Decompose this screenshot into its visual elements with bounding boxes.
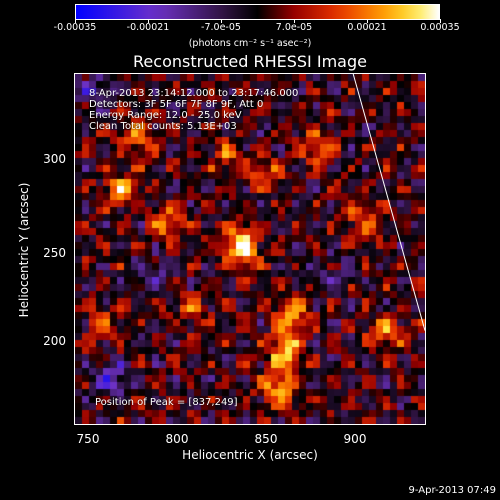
colorbar-tick-label: 0.00035: [420, 22, 460, 33]
x-tick-label: 900: [343, 432, 367, 446]
info-time-range: 8-Apr-2013 23:14:12.000 to 23:17:46.000: [89, 88, 299, 99]
solar-limb-line: [352, 74, 425, 331]
x-tick-label: 800: [165, 432, 189, 446]
colorbar-tick-label: -7.0e-05: [201, 22, 241, 33]
info-peak-position: Position of Peak = [837,249]: [95, 397, 238, 408]
y-axis-label: Heliocentric Y (arcsec): [17, 182, 31, 318]
colorbar-tick-mark: [75, 19, 76, 23]
heatmap-canvas: [75, 74, 425, 424]
info-method: Clean Total counts: 5.13E+03: [89, 121, 237, 132]
colorbar-units-label: (photons cm⁻² s⁻¹ asec⁻²): [188, 38, 312, 49]
x-tick-label: 850: [254, 432, 278, 446]
colorbar: [75, 4, 440, 20]
heatmap-plot: 8-Apr-2013 23:14:12.000 to 23:17:46.000 …: [74, 73, 426, 425]
colorbar-tick-mark: [148, 19, 149, 23]
colorbar-tick-mark: [440, 19, 441, 23]
x-tick-label: 750: [76, 432, 100, 446]
colorbar-tick-mark: [294, 19, 295, 23]
colorbar-tick-label: 7.0e-05: [275, 22, 313, 33]
colorbar-tick-mark: [367, 19, 368, 23]
heatmap-overlay: [352, 74, 425, 331]
y-tick-label: 250: [43, 246, 66, 260]
colorbar-tick-mark: [221, 19, 222, 23]
timestamp: 9-Apr-2013 07:49: [408, 485, 496, 496]
info-energy-range: Energy Range: 12.0 - 25.0 keV: [89, 110, 242, 121]
y-tick-label: 200: [43, 334, 66, 348]
colorbar-tick-label: 0.00021: [347, 22, 387, 33]
y-tick-label: 300: [43, 152, 66, 166]
colorbar-tick-label: -0.00021: [126, 22, 170, 33]
colorbar-tick-label: -0.00035: [53, 22, 97, 33]
info-detectors: Detectors: 3F 5F 6F 7F 8F 9F, Att 0: [89, 99, 264, 110]
plot-title: Reconstructed RHESSI Image: [133, 52, 367, 71]
x-axis-label: Heliocentric X (arcsec): [182, 448, 318, 462]
